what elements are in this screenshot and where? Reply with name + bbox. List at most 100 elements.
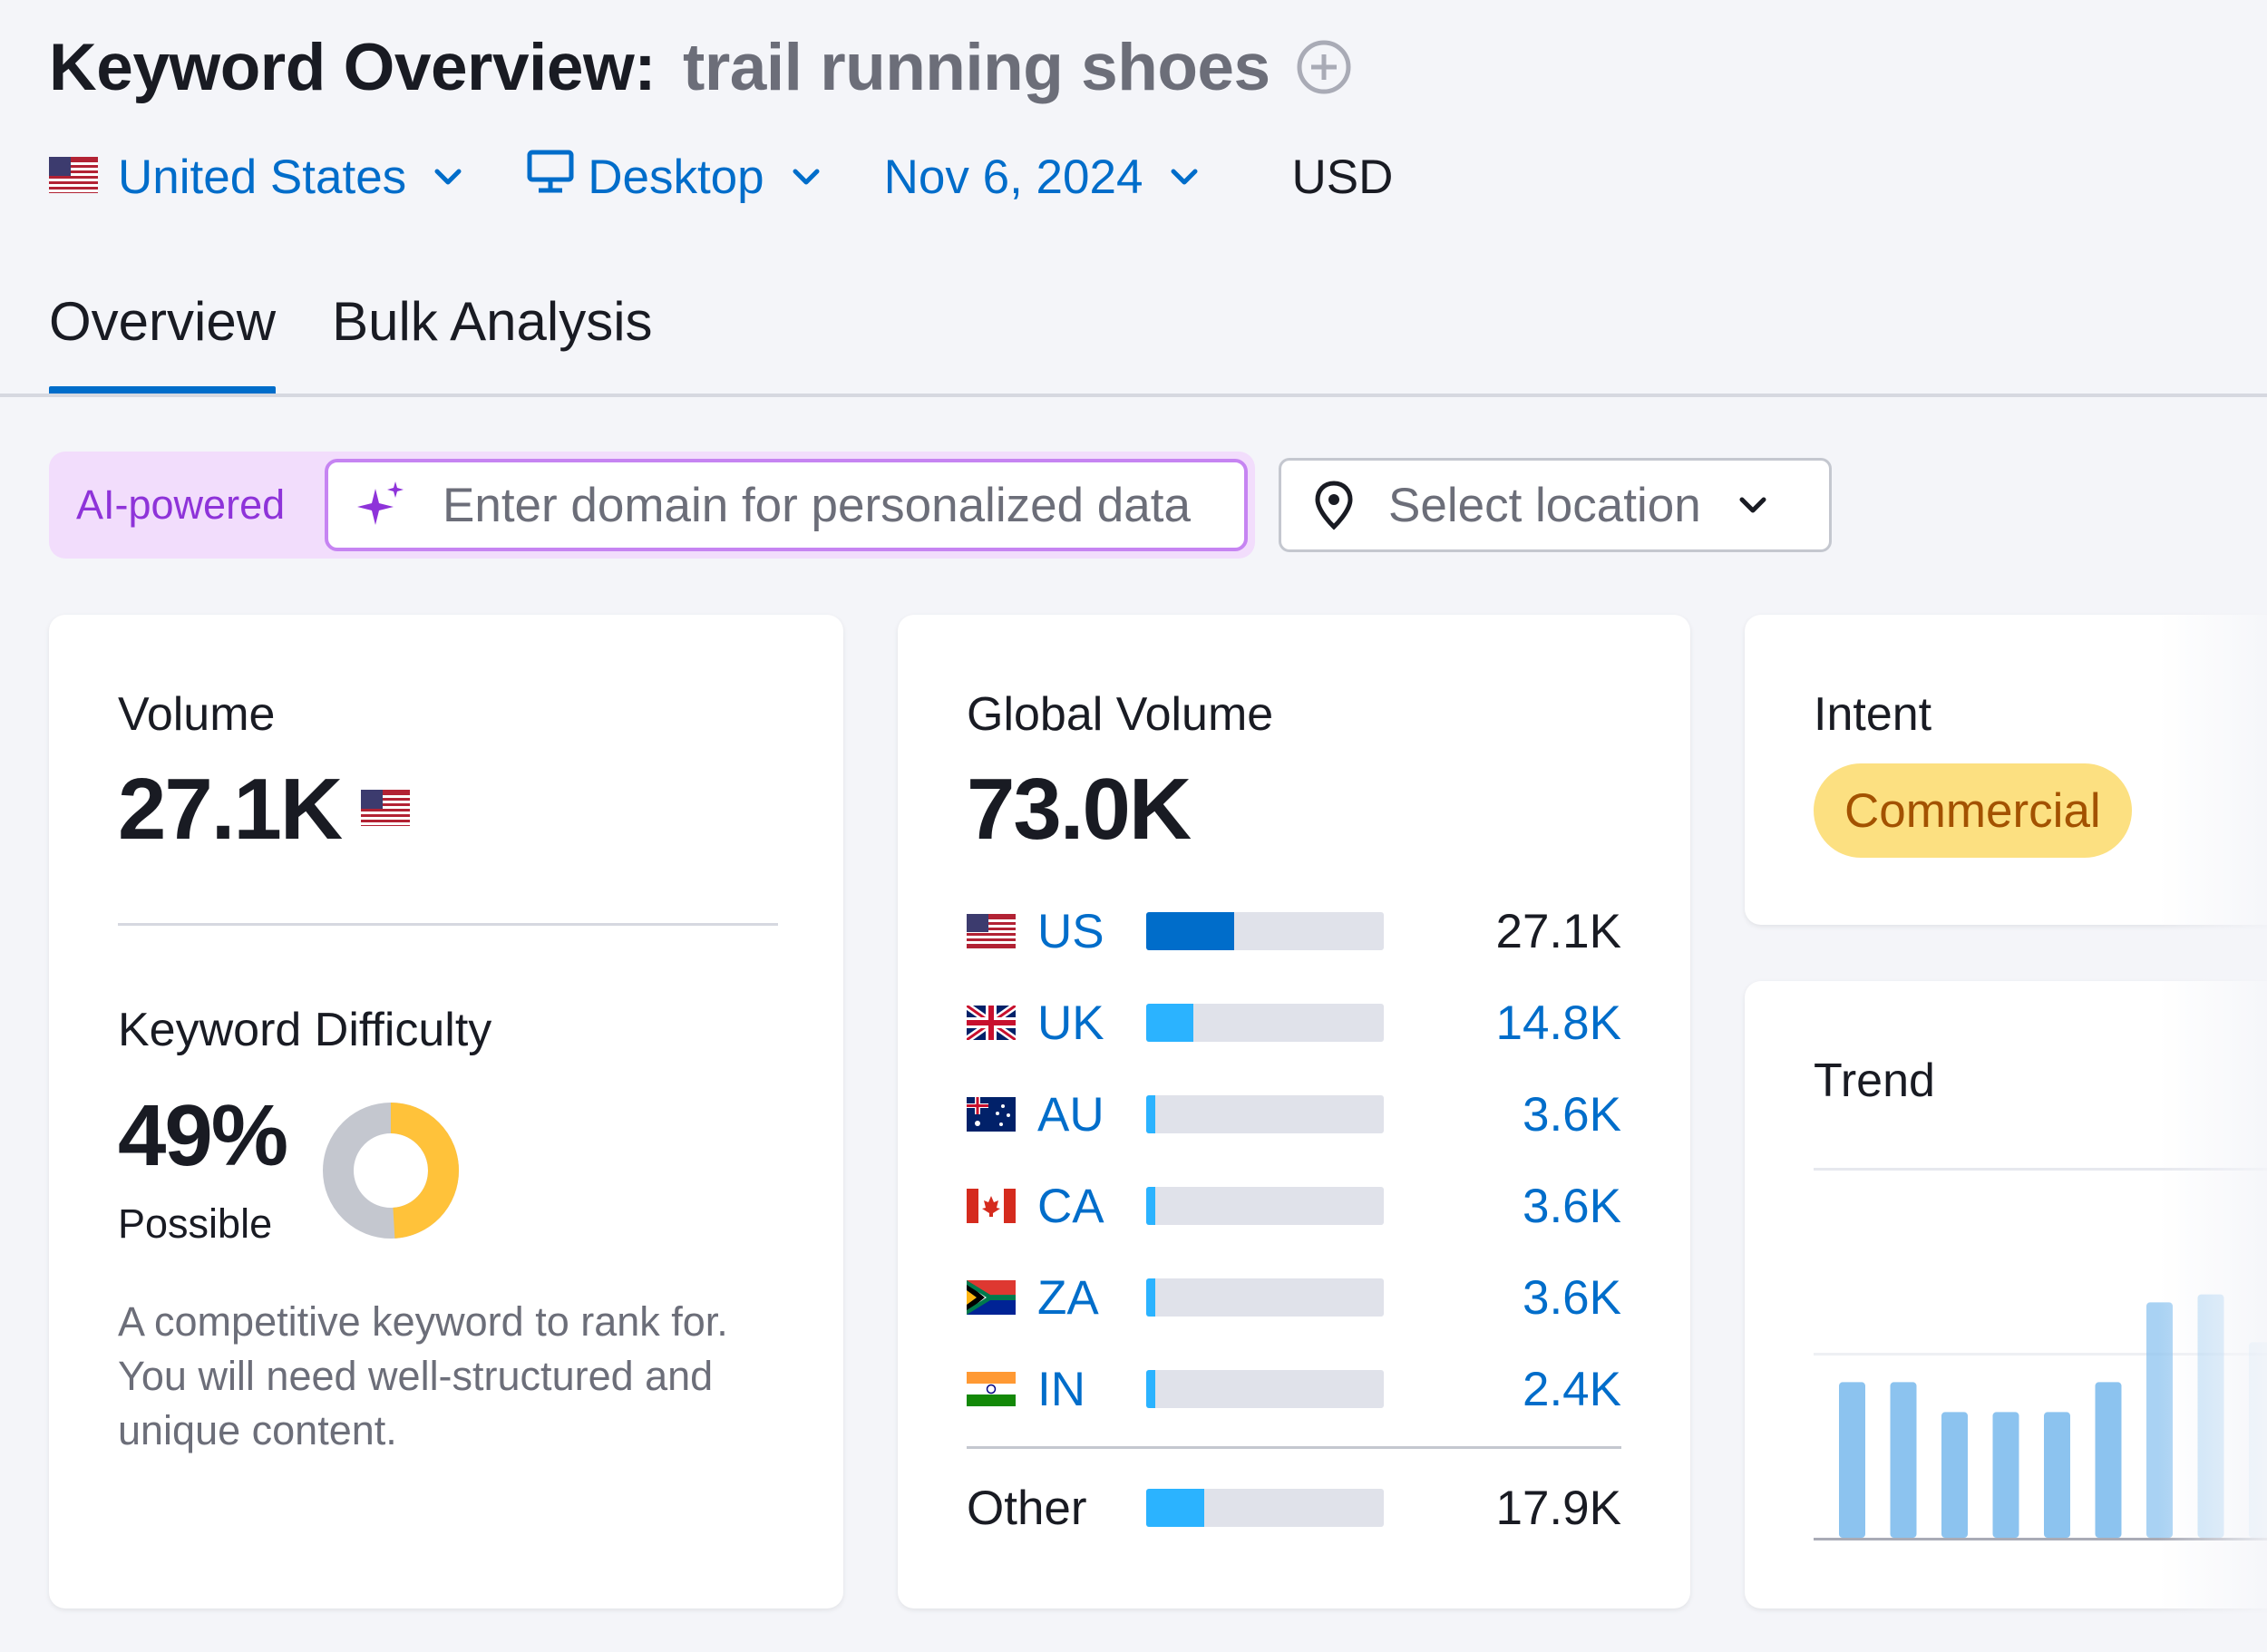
country-row-za[interactable]: ZA 3.6K — [967, 1266, 1621, 1329]
ai-powered-badge: AI-powered — [76, 481, 286, 528]
country-bar-fill — [1146, 1370, 1156, 1408]
country-code: US — [1037, 904, 1104, 958]
country-code: ZA — [1037, 1270, 1099, 1325]
intent-badge: Commercial — [1814, 763, 2132, 858]
chevron-down-icon — [1739, 497, 1766, 513]
other-label: Other — [967, 1481, 1087, 1535]
volume-heading: Volume — [118, 688, 276, 741]
currency-label: USD — [1291, 150, 1394, 204]
ai-domain-box: AI-powered Enter domain for personalized… — [49, 452, 1255, 559]
country-row-uk[interactable]: UK 14.8K — [967, 991, 1621, 1054]
country-code: IN — [1037, 1362, 1085, 1416]
country-row-au[interactable]: AU 3.6K — [967, 1083, 1621, 1146]
filters-row: United States Desktop Nov 6, 2024 USD — [49, 141, 1393, 213]
location-placeholder: Select location — [1388, 478, 1701, 532]
country-dropdown[interactable]: United States — [49, 150, 466, 205]
country-bar-fill — [1146, 1187, 1156, 1225]
country-bar — [1146, 1278, 1384, 1317]
volume-value-row: 27.1K — [118, 760, 411, 860]
trend-baseline — [1814, 1538, 2267, 1540]
intent-card: Intent Commercial — [1745, 615, 2267, 925]
date-label: Nov 6, 2024 — [883, 150, 1143, 204]
chevron-down-icon — [1171, 169, 1198, 185]
country-row-other: Other 17.9K — [967, 1476, 1621, 1540]
domain-input-placeholder: Enter domain for personalized data — [443, 478, 1191, 532]
country-label: United States — [118, 150, 407, 204]
page-header: Keyword Overview: trail running shoes — [49, 30, 1352, 104]
volume-value: 27.1K — [118, 761, 343, 858]
other-bar — [1146, 1489, 1384, 1527]
other-divider — [967, 1446, 1621, 1449]
country-row-in[interactable]: IN 2.4K — [967, 1357, 1621, 1421]
trend-bar[interactable] — [2095, 1382, 2122, 1538]
country-code: AU — [1037, 1087, 1104, 1142]
country-value[interactable]: 3.6K — [1522, 1087, 1621, 1142]
kd-level: Possible — [118, 1200, 273, 1247]
tab-bulk-analysis[interactable]: Bulk Analysis — [332, 291, 653, 352]
sparkle-icon — [357, 481, 404, 525]
trend-bar[interactable] — [1890, 1382, 1917, 1538]
uk-flag-icon — [967, 1006, 1016, 1040]
device-dropdown[interactable]: Desktop — [526, 149, 823, 206]
date-dropdown[interactable]: Nov 6, 2024 — [884, 150, 1203, 205]
country-bar — [1146, 912, 1384, 950]
location-pin-icon — [1315, 481, 1353, 530]
trend-bar[interactable] — [1839, 1382, 1865, 1538]
country-code: UK — [1037, 996, 1104, 1050]
volume-divider — [118, 923, 778, 926]
trend-card: Trend — [1745, 981, 2267, 1608]
location-select[interactable]: Select location — [1279, 458, 1832, 552]
country-value[interactable]: 3.6K — [1522, 1179, 1621, 1233]
trend-bar[interactable] — [2197, 1294, 2224, 1538]
chevron-down-icon — [793, 169, 820, 185]
kd-donut-chart — [323, 1103, 459, 1239]
keyword-title: trail running shoes — [683, 30, 1270, 104]
us-flag-icon — [361, 789, 411, 831]
other-bar-fill — [1146, 1489, 1205, 1527]
volume-card: Volume 27.1K Keyword Difficulty 49% Poss… — [49, 615, 843, 1608]
trend-bar[interactable] — [1941, 1412, 1968, 1538]
country-bar-fill — [1146, 1004, 1194, 1042]
za-flag-icon — [967, 1280, 1016, 1315]
trend-bar[interactable] — [2044, 1412, 2070, 1538]
global-volume-card: Global Volume 73.0K US 27.1K UK 14.8K — [898, 615, 1690, 1608]
country-value[interactable]: 14.8K — [1495, 996, 1621, 1050]
country-value[interactable]: 2.4K — [1522, 1362, 1621, 1416]
domain-input[interactable]: Enter domain for personalized data — [325, 459, 1248, 551]
kd-description: A competitive keyword to rank for. You w… — [118, 1298, 728, 1453]
other-value: 17.9K — [1495, 1481, 1621, 1535]
us-flag-icon — [49, 150, 98, 205]
country-row-us[interactable]: US 27.1K — [967, 899, 1621, 963]
global-volume-value: 73.0K — [967, 761, 1192, 858]
kd-value: 49% — [118, 1087, 288, 1184]
country-row-ca[interactable]: CA 3.6K — [967, 1174, 1621, 1238]
trend-heading: Trend — [1814, 1054, 1935, 1107]
tab-overview[interactable]: Overview — [49, 290, 277, 395]
trend-top-gridline — [1814, 1168, 2267, 1171]
trend-bar[interactable] — [2249, 1342, 2267, 1538]
country-bar-fill — [1146, 912, 1234, 950]
trend-mid-gridline — [1814, 1353, 2267, 1356]
ca-flag-icon — [967, 1189, 1016, 1223]
country-bar-fill — [1146, 1095, 1156, 1133]
device-label: Desktop — [588, 150, 764, 204]
trend-bar[interactable] — [1992, 1412, 2019, 1538]
country-code: CA — [1037, 1179, 1104, 1233]
add-keyword-icon[interactable] — [1296, 39, 1352, 95]
country-bar — [1146, 1187, 1384, 1225]
country-value[interactable]: 3.6K — [1522, 1270, 1621, 1325]
intent-heading: Intent — [1814, 688, 1932, 741]
kd-donut-arc — [323, 1103, 459, 1239]
chevron-down-icon — [434, 169, 462, 185]
country-value: 27.1K — [1495, 904, 1621, 958]
desktop-icon — [526, 149, 575, 206]
global-volume-heading: Global Volume — [967, 688, 1274, 741]
tab-bar: Overview Bulk Analysis — [49, 290, 709, 395]
country-bar-fill — [1146, 1278, 1156, 1317]
trend-bar[interactable] — [2146, 1302, 2173, 1538]
country-bar — [1146, 1095, 1384, 1133]
trend-bar-chart — [1839, 1294, 2267, 1538]
country-bar — [1146, 1004, 1384, 1042]
country-bar — [1146, 1370, 1384, 1408]
page-title: Keyword Overview: — [49, 30, 657, 104]
